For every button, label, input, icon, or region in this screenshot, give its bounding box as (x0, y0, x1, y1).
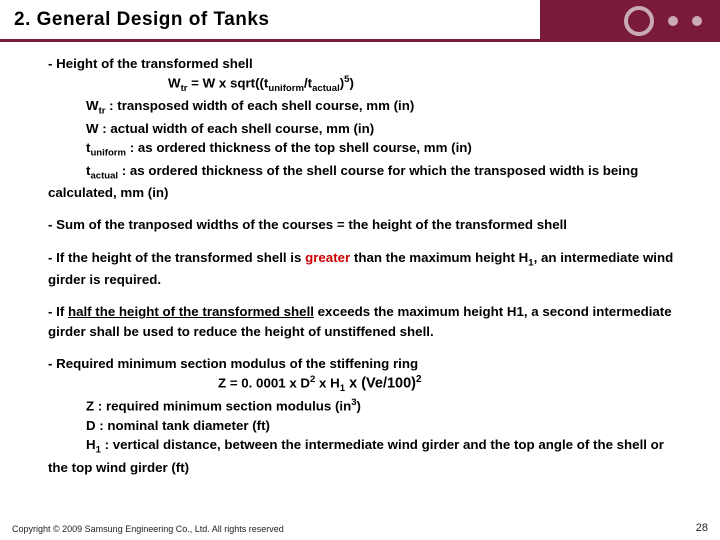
header-title: 2. General Design of Tanks (0, 9, 270, 31)
body: - Height of the transformed shell Wtr = … (0, 42, 720, 477)
paragraph-4: - If half the height of the transformed … (48, 302, 680, 341)
paragraph-5: - Required minimum section modulus of th… (48, 354, 680, 477)
p1-def4: tactual : as ordered thickness of the sh… (48, 161, 680, 203)
circle-dot-icon (692, 16, 702, 26)
greater-highlight: greater (305, 250, 350, 265)
header: 2. General Design of Tanks (0, 0, 720, 42)
paragraph-3: - If the height of the transformed shell… (48, 248, 680, 290)
circle-outline-icon (624, 6, 654, 36)
half-height-underline: half the height of the transformed shell (68, 304, 314, 319)
paragraph-1: - Height of the transformed shell Wtr = … (48, 54, 680, 202)
p5-def2: D : nominal tank diameter (ft) (48, 416, 680, 435)
p1-def2: W : actual width of each shell course, m… (48, 119, 680, 138)
p5-def3: H1 : vertical distance, between the inte… (48, 435, 680, 477)
p5-lead: - Required minimum section modulus of th… (48, 354, 680, 373)
p5-formula: Z = 0. 0001 x D2 x H1 x (Ve/100)2 (48, 373, 680, 396)
paragraph-2: - Sum of the tranposed widths of the cou… (48, 215, 680, 234)
p1-def1: Wtr : transposed width of each shell cou… (48, 96, 680, 119)
p5-def1: Z : required minimum section modulus (in… (48, 396, 680, 416)
slide: 2. General Design of Tanks - Height of t… (0, 0, 720, 540)
header-decoration (540, 0, 720, 42)
p1-lead: - Height of the transformed shell (48, 54, 680, 73)
copyright: Copyright © 2009 Samsung Engineering Co.… (12, 524, 284, 534)
p1-formula: Wtr = W x sqrt((tuniform/tactual)5) (48, 73, 680, 96)
circle-dot-icon (668, 16, 678, 26)
p1-def3: tuniform : as ordered thickness of the t… (48, 138, 680, 161)
footer: Copyright © 2009 Samsung Engineering Co.… (12, 522, 708, 534)
page-number: 28 (696, 522, 708, 534)
